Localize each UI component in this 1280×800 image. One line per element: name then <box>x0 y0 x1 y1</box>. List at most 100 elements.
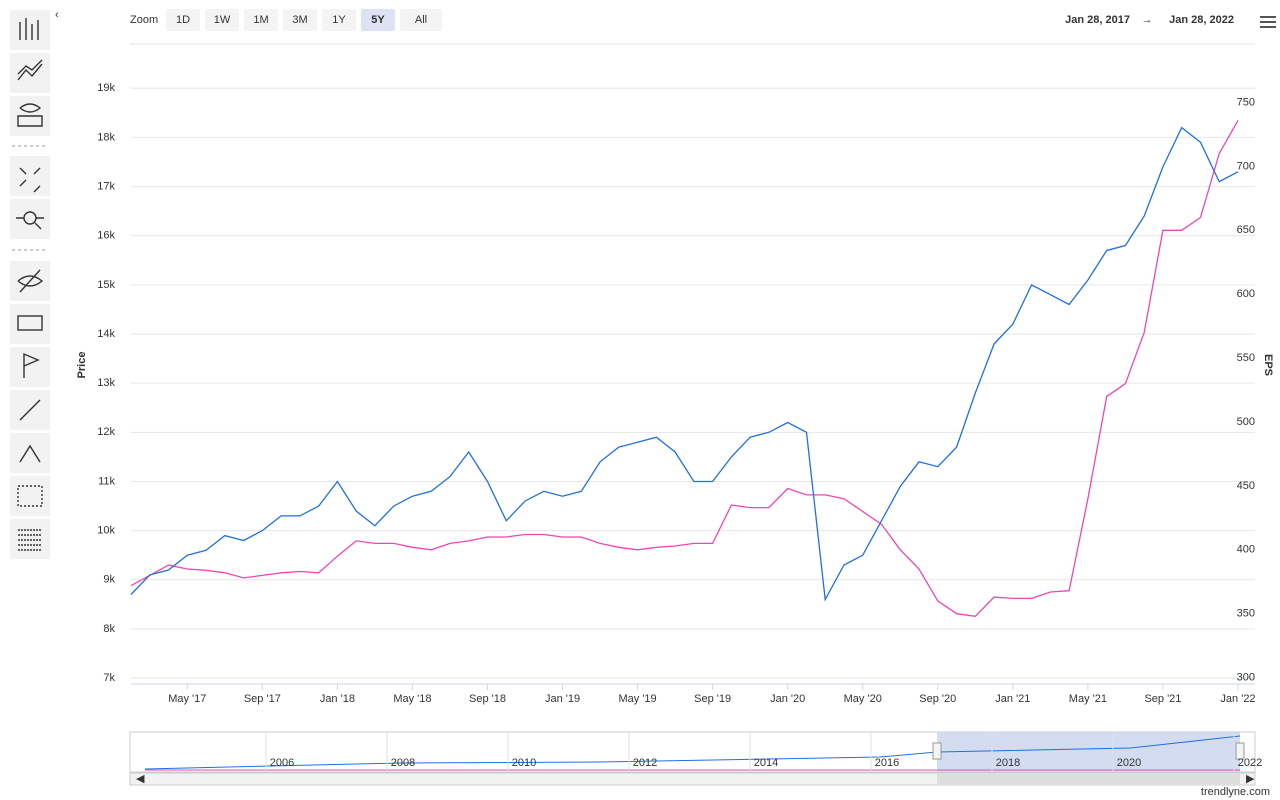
zoom-button[interactable] <box>400 9 442 31</box>
zoom-button[interactable] <box>166 9 200 31</box>
y-tick-label: 19k <box>97 82 115 94</box>
footer-credit: trendlyne.com <box>1201 786 1270 798</box>
y-tick-label: 14k <box>97 328 115 340</box>
navigator-year: 2008 <box>391 757 415 769</box>
navigator-selection[interactable] <box>937 732 1240 772</box>
navigator <box>129 731 1256 773</box>
y-tick-label: 7k <box>103 672 115 684</box>
y2-tick-label: 750 <box>1237 96 1255 108</box>
tool-button[interactable] <box>10 304 50 344</box>
x-tick-label: May '19 <box>618 693 656 705</box>
tool-button[interactable] <box>10 433 50 473</box>
y-tick-label: 13k <box>97 377 115 389</box>
zoom-button[interactable] <box>361 9 395 31</box>
tool-button[interactable] <box>10 156 50 196</box>
range-to[interactable]: Jan 28, 2022 <box>1169 14 1234 26</box>
zoom-button[interactable] <box>244 9 278 31</box>
y-tick-label: 9k <box>103 574 115 586</box>
tool-icon <box>17 103 43 127</box>
navigator-handle[interactable] <box>932 742 942 760</box>
x-tick-label: Sep '18 <box>469 693 506 705</box>
zoom-button-label[interactable]: All <box>415 14 427 26</box>
tool-icon <box>17 269 44 293</box>
y2-tick-label: 650 <box>1237 224 1255 236</box>
y-tick-label: 12k <box>97 426 115 438</box>
x-tick-label: Jan '20 <box>770 693 805 705</box>
tool-icon <box>19 444 41 463</box>
navigator-year: 2014 <box>754 757 778 769</box>
x-tick-label: May '20 <box>844 693 882 705</box>
scroll-right[interactable]: ▶ <box>1246 773 1255 785</box>
tool-button[interactable] <box>10 10 50 50</box>
x-tick-label: May '21 <box>1069 693 1107 705</box>
y-tick-label: 18k <box>97 131 115 143</box>
series-line <box>130 126 1239 602</box>
y-tick-label: 8k <box>103 623 115 635</box>
x-tick-label: May '17 <box>168 693 206 705</box>
navigator-handle[interactable] <box>1235 742 1245 760</box>
navigator-year: 2012 <box>633 757 657 769</box>
tool-button[interactable] <box>10 53 50 93</box>
tool-icon <box>23 352 40 378</box>
y2-tick-label: 600 <box>1237 288 1255 300</box>
navigator-year: 2010 <box>512 757 536 769</box>
scroll-left[interactable]: ◀ <box>136 773 145 785</box>
y2-tick-label: 400 <box>1237 544 1255 556</box>
navigator-year: 2022 <box>1238 757 1262 769</box>
zoom-button-label[interactable]: 1M <box>253 14 268 26</box>
y-tick-label: 11k <box>98 475 115 487</box>
y2-tick-label: 350 <box>1237 608 1255 620</box>
scrollbar-thumb[interactable] <box>937 774 1240 784</box>
x-tick-label: Sep '17 <box>244 693 281 705</box>
y-axis-label: Price <box>76 352 88 379</box>
tool-icon <box>19 399 41 421</box>
x-tick-label: Sep '21 <box>1144 693 1181 705</box>
tool-button[interactable] <box>10 519 50 559</box>
collapse-arrow[interactable]: ‹ <box>55 9 59 21</box>
y2-tick-label: 550 <box>1237 352 1255 364</box>
y2-tick-label: 450 <box>1237 480 1255 492</box>
y-tick-label: 10k <box>97 525 115 537</box>
tool-icon <box>19 18 39 40</box>
series-line <box>130 120 1239 617</box>
navigator-year: 2018 <box>996 757 1020 769</box>
zoom-button-label[interactable]: 1Y <box>332 14 346 26</box>
y2-tick-label: 500 <box>1237 416 1255 428</box>
tool-icon <box>17 485 43 507</box>
x-tick-label: May '18 <box>393 693 431 705</box>
zoom-button[interactable] <box>205 9 239 31</box>
tool-icon <box>17 315 43 331</box>
x-tick-label: Jan '22 <box>1220 693 1255 705</box>
tool-icon <box>18 529 42 551</box>
x-tick-label: Jan '21 <box>995 693 1030 705</box>
x-tick-label: Jan '18 <box>320 693 355 705</box>
zoom-button[interactable] <box>283 9 317 31</box>
zoom-label: Zoom <box>130 14 158 26</box>
menu-icon[interactable] <box>1260 16 1276 28</box>
toolbar <box>10 10 50 559</box>
tool-button[interactable] <box>10 347 50 387</box>
tool-button[interactable] <box>10 199 50 239</box>
x-tick-label: Sep '20 <box>919 693 956 705</box>
navigator-year: 2020 <box>1117 757 1141 769</box>
navigator-year: 2016 <box>875 757 899 769</box>
zoom-button-label[interactable]: 3M <box>292 14 307 26</box>
tool-icon <box>17 59 43 81</box>
range-from[interactable]: Jan 28, 2017 <box>1065 14 1130 26</box>
range-arrow: → <box>1142 14 1153 26</box>
x-tick-label: Jan '19 <box>545 693 580 705</box>
zoom-button[interactable] <box>322 9 356 31</box>
y-tick-label: 17k <box>97 180 115 192</box>
navigator-year: 2006 <box>270 757 294 769</box>
zoom-button-label[interactable]: 5Y <box>371 14 385 26</box>
x-tick-label: Sep '19 <box>694 693 731 705</box>
zoom-button-label[interactable]: 1D <box>176 14 190 26</box>
y2-axis-label: EPS <box>1262 354 1274 376</box>
zoom-button-label[interactable]: 1W <box>214 14 231 26</box>
tool-button[interactable] <box>10 476 50 516</box>
tool-icon <box>19 167 41 193</box>
y-tick-label: 16k <box>97 230 115 242</box>
y-tick-label: 15k <box>97 279 115 291</box>
